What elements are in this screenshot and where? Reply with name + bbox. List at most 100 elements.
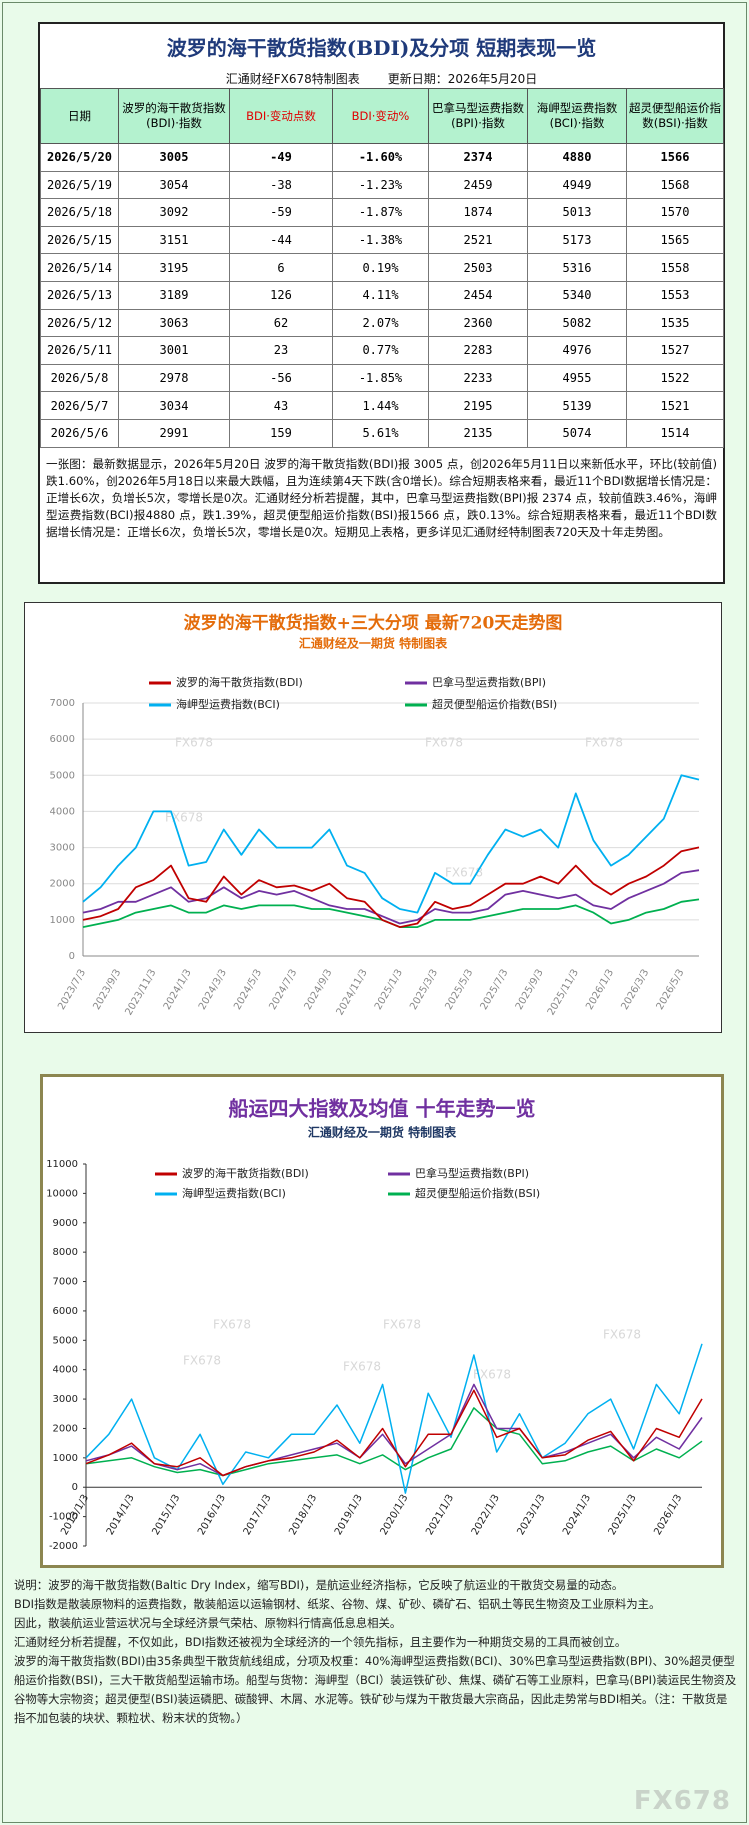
- x-tick-label: 2026/3/3: [619, 968, 651, 1012]
- y-tick-label: 3000: [53, 1394, 78, 1405]
- table-row: 2026/5/13 3189 126 4.11% 2454 5340 1553: [40, 280, 724, 310]
- table-cell: 2026/5/19: [40, 170, 119, 200]
- y-tick-label: 8000: [53, 1247, 78, 1258]
- y-tick-label: 5000: [53, 1335, 78, 1346]
- table-cell: 2026/5/6: [40, 418, 119, 448]
- table-row: 2026/5/19 3054 -38 -1.23% 2459 4949 1568: [40, 170, 724, 200]
- table-cell: 2360: [428, 308, 528, 338]
- x-tick-label: 2024/9/3: [303, 968, 335, 1012]
- table-row: 2026/5/11 3001 23 0.77% 2283 4976 1527: [40, 336, 724, 365]
- table-cell: 2026/5/15: [40, 225, 119, 255]
- column-header: BDI·变动%: [332, 88, 429, 144]
- y-tick-label: 7000: [53, 1277, 78, 1288]
- table-cell: 5340: [527, 280, 627, 310]
- notes: 说明：波罗的海干散货指数(Baltic Dry Index，缩写BDI)，是航运…: [14, 1576, 738, 1728]
- x-tick-label: 2024/5/3: [232, 968, 264, 1012]
- table-cell: 3063: [118, 308, 230, 338]
- table-cell: 3054: [118, 170, 230, 200]
- legend-label: 巴拿马型运费指数(BPI): [432, 675, 546, 689]
- table-cell: 5173: [527, 225, 627, 255]
- table-cell: 2026/5/7: [40, 391, 119, 420]
- table-cell: 4955: [527, 363, 627, 393]
- table-cell: 1566: [626, 143, 724, 172]
- table-cell: -49: [229, 143, 333, 172]
- table-cell: 2026/5/13: [40, 280, 119, 310]
- table-cell: 2233: [428, 363, 528, 393]
- y-tick-label: 2000: [53, 1423, 78, 1434]
- x-tick-label: 2025/1/3: [373, 968, 405, 1012]
- table-cell: 2454: [428, 280, 528, 310]
- table-cell: 5139: [527, 391, 627, 420]
- x-tick-label: 2024/11/3: [335, 968, 370, 1018]
- watermark: FX678: [183, 1354, 221, 1368]
- table-cell: 3195: [118, 253, 230, 282]
- table-cell: 4949: [527, 170, 627, 200]
- header-row: 日期 波罗的海干散货指数(BDI)·指数 BDI·变动点数 BDI·变动% 巴拿马型运费…: [40, 88, 724, 144]
- x-tick-label: 2014/1/3: [105, 1493, 137, 1537]
- x-tick-label: 2022/1/3: [470, 1493, 502, 1537]
- table-title: 波罗的海干散货指数(BDI)及分项 短期表现一览: [166, 36, 597, 60]
- watermark: FX678: [445, 866, 483, 880]
- y-tick-label: -1000: [49, 1512, 78, 1523]
- table-cell: -59: [229, 198, 333, 227]
- note-line: 汇通财经分析若提醒，不仅如此，BDI指数还被视为全球经济的一个领先指标，且主要作…: [14, 1635, 627, 1649]
- series-line: [85, 1343, 703, 1494]
- table-cell: 5082: [527, 308, 627, 338]
- table-cell: 1874: [428, 198, 528, 227]
- table-cell: 6: [229, 253, 333, 282]
- table-cell: -44: [229, 225, 333, 255]
- update-date: 更新日期：2026年5月20日: [387, 72, 538, 86]
- table-cell: 2991: [118, 418, 230, 448]
- table-row: 2026/5/12 3063 62 2.07% 2360 5082 1535: [40, 308, 724, 338]
- table-cell: 3189: [118, 280, 230, 310]
- table-row: 2026/5/18 3092 -59 -1.87% 1874 5013 1570: [40, 198, 724, 227]
- watermark: FX678: [473, 1368, 511, 1382]
- table-cell: 1.44%: [332, 391, 429, 420]
- note-line: 因此，散装航运业营运状况与全球经济景气荣枯、原物料行情高低息息相关。: [14, 1616, 402, 1630]
- column-header: 波罗的海干散货指数(BDI)·指数: [118, 88, 230, 144]
- table-cell: -1.38%: [332, 225, 429, 255]
- legend-label: 波罗的海干散货指数(BDI): [182, 1166, 309, 1180]
- y-tick-label: 7000: [50, 698, 75, 709]
- series-line: [82, 774, 700, 914]
- table-cell: 4880: [527, 143, 627, 172]
- y-tick-label: 0: [72, 1482, 78, 1493]
- table-cell: 2135: [428, 418, 528, 448]
- table-row: 2026/5/20 3005 -49 -1.60% 2374 4880 1566: [40, 143, 724, 172]
- series-line: [82, 846, 700, 928]
- series-line: [82, 869, 700, 925]
- x-tick-label: 2025/5/3: [443, 968, 475, 1012]
- table-cell: 3034: [118, 391, 230, 420]
- table-cell: 1570: [626, 198, 724, 227]
- x-tick-label: 2021/1/3: [424, 1493, 456, 1537]
- y-tick-label: 9000: [53, 1218, 78, 1229]
- table-cell: 2459: [428, 170, 528, 200]
- table-cell: 2026/5/11: [40, 336, 119, 365]
- column-header: 日期: [40, 88, 119, 144]
- x-tick-label: 2018/1/3: [287, 1493, 319, 1537]
- watermark: FX678: [213, 1318, 251, 1332]
- watermark: FX678: [603, 1328, 641, 1342]
- table-cell: 1521: [626, 391, 724, 420]
- table-panel: 波罗的海干散货指数(BDI)及分项 短期表现一览 汇通财经FX678特制图表 更新…: [38, 22, 725, 584]
- watermark: FX678: [343, 1360, 381, 1374]
- table-row: 2026/5/8 2978 -56 -1.85% 2233 4955 1522: [40, 363, 724, 393]
- table-cell: 1565: [626, 225, 724, 255]
- column-header: 海岬型运费指数(BCI)·指数: [527, 88, 627, 144]
- table-cell: 2195: [428, 391, 528, 420]
- table-cell: 3005: [118, 143, 230, 172]
- chart-subtitle: 汇通财经及一期货 特制图表: [299, 636, 448, 651]
- y-tick-label: 1000: [53, 1453, 78, 1464]
- legend-label: 波罗的海干散货指数(BDI): [176, 675, 303, 689]
- y-tick-label: 1000: [50, 915, 75, 926]
- x-tick-label: 2023/1/3: [516, 1493, 548, 1537]
- x-tick-label: 2023/11/3: [123, 968, 158, 1018]
- legend-label: 超灵便型船运价指数(BSI): [415, 1186, 540, 1200]
- subtitle: 汇通财经FX678特制图表 更新日期：2026年5月20日: [40, 70, 723, 87]
- y-tick-label: 6000: [53, 1306, 78, 1317]
- y-tick-label: 10000: [46, 1188, 78, 1199]
- table-cell: -1.60%: [332, 143, 429, 172]
- table-row: 2026/5/7 3034 43 1.44% 2195 5139 1521: [40, 391, 724, 420]
